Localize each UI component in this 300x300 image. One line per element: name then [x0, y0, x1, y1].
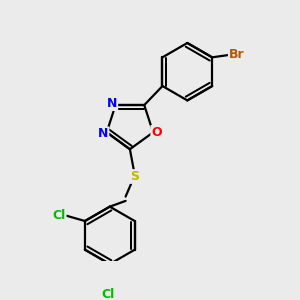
Text: Cl: Cl: [52, 209, 66, 222]
Text: S: S: [130, 170, 139, 183]
Text: O: O: [151, 126, 162, 139]
Text: N: N: [98, 127, 108, 140]
Text: N: N: [107, 97, 117, 110]
Text: Br: Br: [229, 48, 244, 61]
Text: Cl: Cl: [101, 288, 114, 300]
